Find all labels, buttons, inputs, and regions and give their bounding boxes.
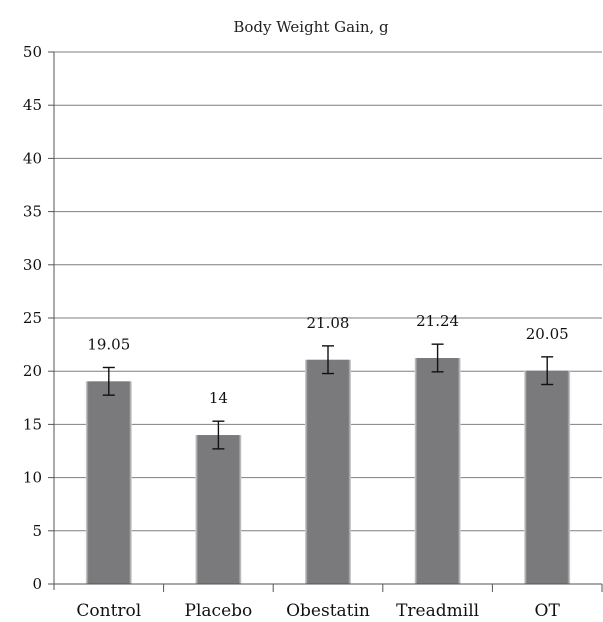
- y-tick-label: 30: [23, 256, 42, 274]
- x-tick-label: Obestatin: [286, 601, 370, 621]
- x-tick-label: Treadmill: [396, 601, 479, 621]
- bar-treadmill: [414, 358, 461, 584]
- y-tick-label: 45: [23, 96, 42, 114]
- data-label: 21.24: [416, 312, 459, 330]
- error-bars: [102, 343, 554, 450]
- bar-obestatin: [305, 359, 351, 584]
- bar-control: [85, 381, 132, 584]
- chart-title: Body Weight Gain, g: [233, 18, 389, 36]
- data-label: 21.08: [307, 314, 350, 332]
- bar-ot: [524, 370, 571, 584]
- y-tick-label: 0: [32, 575, 42, 593]
- x-axis: Control Placebo Obestatin Treadmill OT: [54, 583, 603, 621]
- bars: [85, 358, 571, 584]
- y-tick-label: 10: [23, 469, 42, 487]
- y-tick-label: 40: [23, 149, 42, 167]
- bar-placebo: [195, 435, 242, 584]
- y-tick-label: 20: [23, 362, 42, 380]
- gridlines: [54, 51, 602, 532]
- y-tick-label: 35: [23, 203, 42, 221]
- x-tick-label: Control: [76, 601, 141, 621]
- x-tick-label: Placebo: [185, 601, 253, 621]
- data-labels: 19.05 14 21.08 21.24 20.05: [87, 312, 568, 407]
- y-tick-label: 25: [23, 309, 42, 327]
- data-label: 19.05: [87, 335, 130, 353]
- y-tick-label: 15: [23, 415, 42, 433]
- y-axis: 0 5 10 15 20 25 30 35 40 45 50: [23, 43, 55, 593]
- data-label: 20.05: [526, 325, 569, 343]
- x-tick-label: OT: [535, 601, 561, 621]
- y-tick-label: 5: [32, 522, 42, 540]
- y-tick-label: 50: [23, 43, 42, 61]
- data-label: 14: [209, 389, 228, 407]
